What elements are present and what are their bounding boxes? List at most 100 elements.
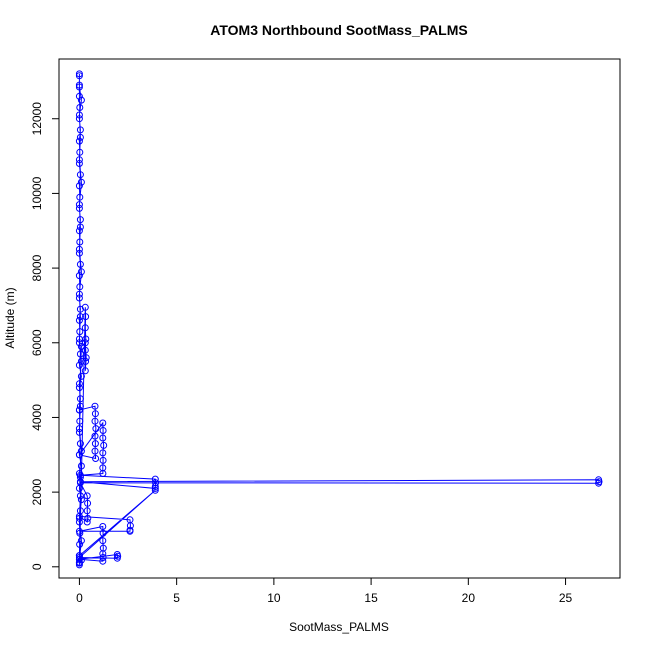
data-point	[75, 115, 83, 123]
data-point	[75, 552, 83, 560]
data-point	[75, 514, 83, 522]
x-tick-label: 20	[462, 591, 476, 605]
data-point	[76, 216, 84, 224]
data-point	[76, 148, 84, 156]
y-tick-label: 12000	[30, 102, 44, 136]
data-point	[75, 83, 83, 91]
data-point	[83, 507, 91, 515]
data-point	[76, 126, 84, 134]
data-point	[99, 529, 107, 537]
data-point	[76, 283, 84, 291]
data-point	[77, 537, 85, 545]
data-point	[75, 380, 83, 388]
data-point	[75, 272, 83, 280]
data-point	[99, 550, 107, 558]
x-tick-label: 10	[267, 591, 281, 605]
data-point	[91, 417, 99, 425]
data-point	[100, 441, 108, 449]
data-point	[76, 223, 84, 231]
data-point	[76, 479, 84, 487]
data-point	[76, 133, 84, 141]
data-point	[76, 238, 84, 246]
data-point	[76, 402, 84, 410]
data-point	[76, 417, 84, 425]
data-point	[83, 518, 91, 526]
y-tick-label: 8000	[30, 254, 44, 281]
data-point	[82, 313, 90, 321]
data-point	[99, 456, 107, 464]
data-point	[75, 558, 83, 566]
data-point	[75, 294, 83, 302]
data-point	[76, 440, 84, 448]
data-point	[77, 268, 85, 276]
data-point	[76, 193, 84, 201]
y-axis: 0 2000 4000 6000 8000 10000 12000	[30, 102, 60, 570]
series-line	[77, 73, 600, 565]
data-point	[81, 367, 89, 375]
y-axis-label: Altitude (m)	[3, 287, 17, 348]
data-point	[77, 372, 85, 380]
y-tick-label: 0	[30, 563, 44, 570]
data-point	[151, 484, 159, 492]
data-point	[75, 204, 83, 212]
data-point	[99, 523, 107, 530]
data-point	[91, 410, 99, 418]
data-point	[99, 434, 107, 442]
data-point	[76, 313, 84, 321]
data-point	[75, 227, 83, 235]
data-point	[75, 249, 83, 257]
data-point	[75, 512, 83, 520]
data-point	[99, 470, 107, 477]
data-point	[82, 335, 90, 343]
data-point	[99, 537, 107, 545]
data-point	[91, 447, 99, 455]
data-point	[77, 357, 85, 365]
data-point	[75, 290, 83, 298]
data-point	[81, 324, 89, 332]
data-point	[75, 316, 83, 324]
data-point	[99, 427, 107, 434]
data-point	[151, 483, 159, 490]
x-axis: 0 5 10 15 20 25	[76, 577, 573, 605]
data-point	[75, 201, 83, 209]
data-point	[76, 171, 84, 179]
data-point	[77, 343, 85, 350]
data-point	[84, 514, 92, 522]
data-point	[75, 406, 83, 414]
data-point	[75, 111, 83, 119]
data-point	[77, 496, 85, 504]
data-point	[77, 96, 85, 104]
data-point	[75, 428, 83, 436]
data-point	[113, 554, 121, 562]
data-point	[81, 303, 89, 311]
data-point	[76, 260, 84, 268]
data-point	[77, 178, 85, 186]
data-point	[75, 182, 83, 190]
data-point	[83, 492, 91, 500]
x-axis-label: SootMass_PALMS	[289, 620, 389, 634]
data-point	[76, 328, 84, 336]
data-point	[82, 357, 90, 365]
data-point	[81, 346, 89, 354]
data-point	[84, 499, 92, 507]
x-tick-label: 5	[173, 591, 180, 605]
data-point	[76, 350, 84, 358]
data-point	[76, 540, 84, 548]
y-tick-label: 10000	[30, 176, 44, 210]
data-point	[75, 160, 83, 167]
data-point	[75, 384, 83, 392]
data-point	[75, 137, 83, 145]
data-point	[76, 104, 84, 111]
data-point	[82, 354, 90, 362]
data-point	[81, 339, 89, 347]
data-point	[76, 395, 84, 403]
data-point	[99, 449, 107, 457]
data-point	[75, 245, 83, 253]
y-tick-label: 4000	[30, 404, 44, 431]
data-point	[99, 419, 107, 427]
chart-title: ATOM3 Northbound SootMass_PALMS	[210, 22, 467, 38]
data-point	[77, 462, 85, 470]
data-point	[91, 432, 99, 440]
